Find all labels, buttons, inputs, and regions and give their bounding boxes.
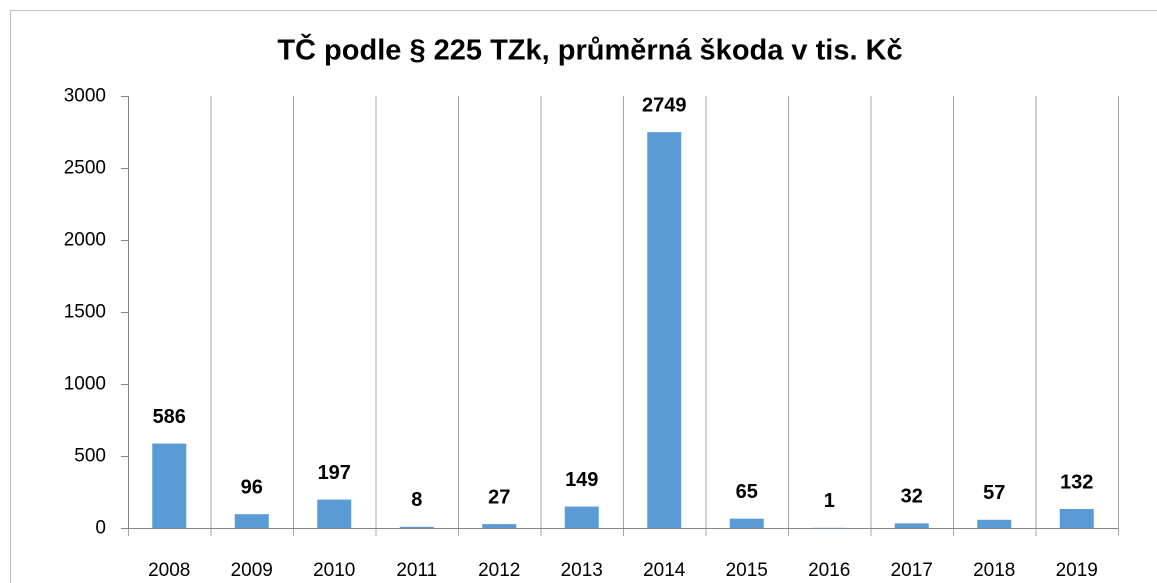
y-tick-label: 0 (95, 518, 106, 539)
bar (234, 514, 269, 528)
bar (894, 523, 929, 528)
data-label: 586 (153, 406, 186, 428)
data-label: 132 (1060, 471, 1093, 493)
x-tick-label: 2013 (561, 560, 603, 581)
data-label: 197 (318, 462, 351, 484)
data-label: 57 (983, 482, 1005, 504)
x-tick-label: 2009 (231, 560, 273, 581)
bar (812, 527, 847, 529)
bar (1059, 508, 1094, 528)
bar (977, 519, 1012, 528)
x-tick-label: 2010 (313, 560, 355, 581)
bar (564, 506, 599, 528)
y-tick-label: 2500 (64, 158, 106, 179)
data-label: 65 (736, 481, 758, 503)
chart-border (10, 10, 1157, 583)
x-tick-label: 2008 (148, 560, 190, 581)
data-label: 27 (488, 486, 510, 508)
data-label: 96 (241, 476, 263, 498)
x-tick-label: 2011 (396, 560, 437, 581)
x-tick-label: 2019 (1056, 560, 1098, 581)
y-tick-label: 1000 (64, 374, 106, 395)
y-tick-label: 1500 (64, 302, 106, 323)
data-label: 149 (565, 469, 598, 491)
x-tick-label: 2018 (973, 560, 1015, 581)
data-label: 8 (411, 489, 422, 511)
x-tick-label: 2014 (643, 560, 686, 581)
x-tick-label: 2015 (726, 560, 768, 581)
x-tick-label: 2016 (808, 560, 850, 581)
bar (482, 524, 517, 528)
bar (647, 132, 682, 529)
y-tick-label: 2000 (64, 230, 106, 251)
data-label: 32 (901, 486, 923, 508)
data-label: 2749 (642, 94, 687, 116)
y-tick-label: 3000 (64, 86, 106, 107)
x-tick-label: 2017 (891, 560, 933, 581)
chart-title: TČ podle § 225 TZk, průměrná škoda v tis… (277, 33, 902, 67)
bar (317, 499, 352, 528)
bar (399, 526, 434, 528)
bar (729, 518, 764, 528)
bar (152, 443, 187, 528)
y-tick-label: 500 (74, 446, 106, 467)
x-tick-label: 2012 (478, 560, 520, 581)
data-label: 1 (824, 490, 835, 512)
